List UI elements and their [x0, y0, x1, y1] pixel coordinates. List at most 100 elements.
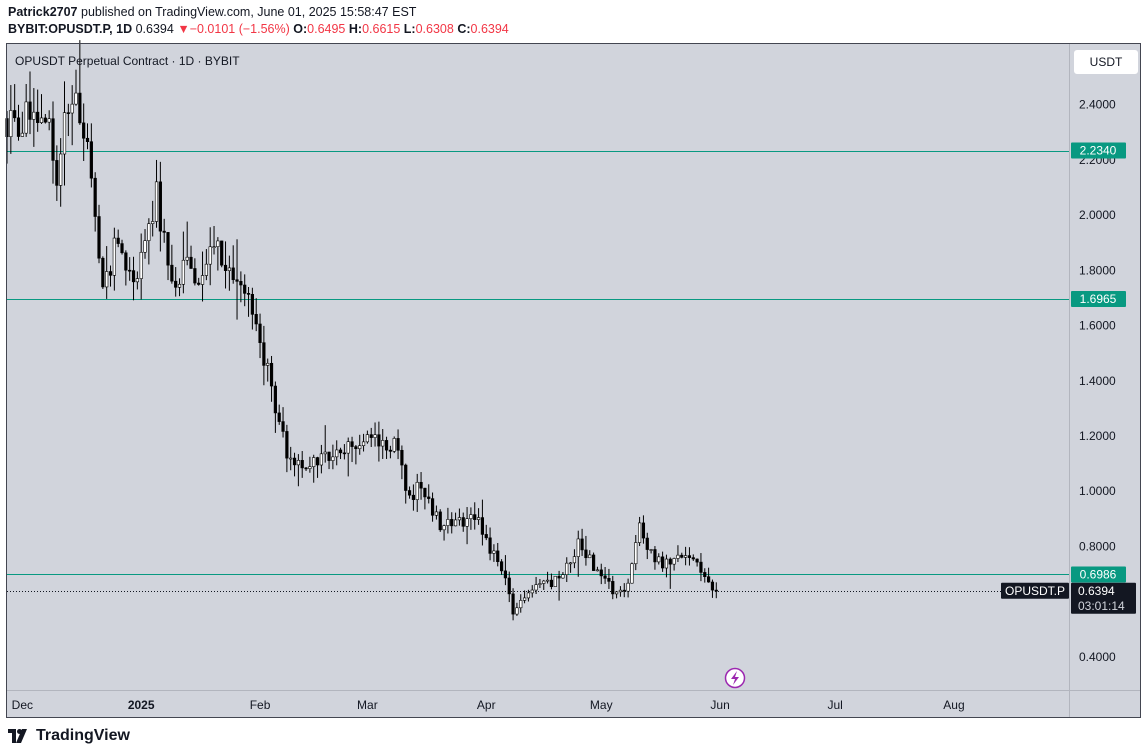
candle-body	[549, 579, 554, 587]
candle-body	[250, 294, 254, 315]
candle-body	[197, 282, 201, 285]
candle-body	[170, 264, 174, 282]
time-tick-label: 2025	[128, 698, 155, 712]
candle-body	[450, 519, 454, 527]
chart-background	[7, 44, 1140, 717]
candle-body	[703, 572, 707, 577]
price-tick-label: 2.0000	[1079, 208, 1116, 222]
candle-body	[28, 101, 32, 120]
candle-body	[273, 385, 277, 414]
published-text: published on TradingView.com, June 01, 2…	[81, 5, 417, 19]
tradingview-logo-icon	[8, 729, 27, 743]
candle-body	[430, 498, 435, 516]
candle-body	[584, 549, 588, 559]
time-tick-label: Jul	[827, 698, 842, 712]
candle-body	[469, 514, 473, 520]
candle-body	[120, 243, 124, 254]
candle-body	[657, 556, 661, 563]
candle-body	[89, 141, 93, 179]
candle-body	[319, 453, 323, 466]
bar-countdown: 03:01:14	[1078, 599, 1125, 613]
candle-body	[266, 362, 270, 366]
candle-body	[32, 111, 36, 120]
candle-body	[269, 362, 274, 387]
price-tick-label: 1.0000	[1079, 484, 1116, 498]
candle-body	[354, 446, 358, 450]
candle-body	[392, 438, 396, 452]
candle-body	[43, 117, 47, 123]
last-price-text: 0.6394	[135, 22, 174, 36]
candle-body	[576, 538, 580, 557]
candle-body	[384, 440, 389, 451]
candle-body	[346, 441, 350, 454]
candle-body	[246, 293, 251, 295]
candle-body	[292, 457, 297, 466]
candle-body	[568, 562, 573, 565]
candle-body	[131, 270, 136, 283]
candle-body	[300, 460, 304, 469]
candle-body	[388, 449, 392, 452]
candle-body	[526, 592, 531, 599]
candle-body	[154, 181, 159, 222]
candle-body	[695, 558, 699, 563]
candle-body	[611, 581, 615, 595]
candle-body	[496, 550, 500, 562]
publish-line: Patrick2707 published on TradingView.com…	[8, 5, 416, 19]
candle-body	[116, 237, 120, 244]
candle-body	[461, 517, 465, 527]
candle-body	[158, 181, 162, 232]
candle-body	[59, 153, 63, 186]
candle-body	[515, 607, 519, 615]
candle-body	[595, 569, 600, 572]
author-name[interactable]: Patrick2707	[8, 5, 78, 19]
candle-body	[304, 467, 308, 470]
candle-body	[684, 555, 688, 558]
candle-body	[641, 522, 646, 539]
candle-body	[557, 575, 561, 579]
candle-body	[9, 110, 13, 137]
ohlc-line: BYBIT:OPUSDT.P, 1D 0.6394 ▼−0.0101 (−1.5…	[8, 22, 509, 36]
candle-body	[208, 246, 212, 265]
candle-body	[101, 257, 105, 288]
candle-body	[519, 600, 523, 609]
last-price-label-bg	[1071, 582, 1136, 614]
candle-body	[143, 240, 147, 253]
candle-body	[687, 555, 692, 558]
candle-body	[396, 438, 400, 451]
candle-body	[128, 269, 132, 272]
candle-body	[16, 117, 21, 137]
candle-body	[166, 232, 170, 266]
close-label: C:	[457, 22, 471, 36]
level-price-label-bg	[1071, 566, 1126, 583]
currency-button[interactable]: USDT	[1073, 49, 1139, 75]
candle-body	[369, 434, 373, 438]
candle-body	[530, 589, 534, 594]
candle-body	[603, 575, 607, 579]
candle-body	[181, 259, 185, 285]
candle-body	[645, 537, 649, 550]
candle-body	[189, 256, 193, 269]
candle-body	[285, 431, 289, 459]
candle-body	[55, 160, 59, 186]
price-tick-label: 0.4000	[1079, 650, 1116, 664]
lightning-icon[interactable]	[724, 667, 746, 689]
price-tick-label: 0.8000	[1079, 539, 1116, 553]
candle-body	[174, 280, 178, 288]
candle-body	[216, 240, 220, 247]
candle-body	[637, 522, 642, 543]
candle-body	[135, 278, 139, 283]
candle-body	[634, 542, 638, 565]
symbol-label: BYBIT:OPUSDT.P, 1D	[8, 22, 133, 36]
candle-body	[47, 118, 51, 123]
candle-body	[243, 284, 247, 294]
candle-body	[591, 554, 596, 571]
candle-body	[538, 583, 542, 585]
candles	[5, 40, 718, 621]
candle-body	[676, 554, 680, 559]
candle-body	[258, 323, 262, 343]
candle-body	[553, 575, 557, 587]
candle-body	[672, 558, 676, 565]
candle-body	[105, 271, 109, 288]
candle-body	[377, 434, 381, 447]
